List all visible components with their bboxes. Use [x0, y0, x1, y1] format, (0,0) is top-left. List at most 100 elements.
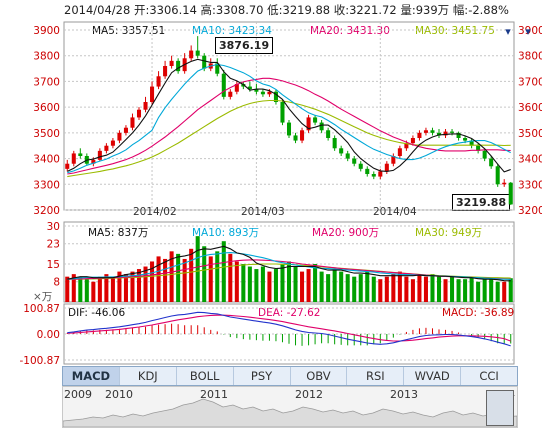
candle-body	[397, 148, 402, 156]
volume-bar	[410, 279, 415, 302]
date-label-mar: 2014/03	[241, 206, 285, 218]
volume-bar	[326, 274, 331, 302]
close-value: 3221.72	[349, 3, 397, 17]
price-ytick-right: 3800	[518, 51, 542, 63]
volume-bar	[65, 276, 70, 302]
candle-body	[450, 131, 455, 133]
macd-ytick: 0.00	[37, 329, 60, 341]
macd-dea-line	[67, 314, 511, 342]
tab-kdj[interactable]: KDJ	[120, 367, 177, 385]
navigator-sparkline	[63, 398, 517, 427]
volume-bar	[423, 276, 428, 302]
volume-bar	[163, 258, 168, 302]
tab-boll[interactable]: BOLL	[177, 367, 234, 385]
volume-bar	[502, 281, 507, 302]
volume-bar	[228, 253, 233, 302]
volume-bar	[156, 256, 161, 302]
volume-bar	[136, 269, 142, 302]
tab-macd[interactable]: MACD	[63, 367, 120, 385]
price-ma30-line	[67, 99, 511, 178]
volume-bar	[267, 271, 272, 302]
candle-body	[117, 132, 122, 141]
tab-psy[interactable]: PSY	[234, 367, 291, 385]
candle-body	[247, 86, 252, 90]
vol-ma20-legend: MA20: 900万	[312, 227, 380, 239]
tab-cci[interactable]: CCI	[479, 369, 499, 383]
tab-rsi[interactable]: RSI	[347, 367, 405, 385]
candle-body	[306, 117, 311, 131]
candle-body	[482, 150, 487, 159]
volume-bar	[371, 276, 376, 302]
candle-body	[410, 138, 415, 144]
volume-unit-label: ×万	[33, 291, 53, 303]
volume-bar	[456, 279, 461, 302]
price-ytick-right: 3500	[518, 128, 542, 140]
volume-bar	[241, 264, 246, 302]
macd-dea-legend: DEA: -27.62	[258, 307, 321, 319]
price-ytick-right: 3700	[518, 76, 542, 88]
volume-bar	[495, 281, 500, 302]
tab-obv[interactable]: OBV	[291, 367, 348, 385]
candle-body	[286, 122, 292, 136]
candle-body	[313, 117, 318, 123]
candle-body	[202, 55, 207, 69]
volume-bar	[176, 253, 181, 302]
volume-bar	[123, 274, 128, 302]
volume-bar	[365, 271, 370, 302]
volume-bar	[417, 274, 422, 302]
nav-year-2012: 2012	[295, 388, 323, 401]
tab-wvad[interactable]: WVAD	[404, 367, 462, 385]
volume-ytick: 23	[47, 239, 60, 251]
volume-bar	[391, 274, 396, 302]
candle-body	[391, 156, 396, 164]
macd-value-legend: MACD: -36.89	[442, 307, 515, 319]
volume-bar	[300, 271, 305, 302]
price-ma20-legend: MA20: 3431.30	[310, 25, 390, 37]
volume-bar	[436, 276, 442, 302]
candle-body	[417, 132, 422, 138]
candle-body	[508, 182, 513, 205]
price-ytick-right: 3400	[518, 154, 542, 166]
volume-bar	[286, 261, 292, 302]
volume-bar	[339, 271, 344, 302]
price-ytick-right: 3900	[518, 25, 542, 37]
candle-body	[339, 148, 344, 154]
range-navigator[interactable]: 2009 2010 2011 2012 2013 2014	[62, 386, 518, 428]
candle-body	[78, 153, 83, 156]
candle-body	[71, 153, 76, 164]
high-value: 3308.70	[215, 3, 264, 17]
volume-bar	[189, 248, 194, 302]
nav-year-2011: 2011	[200, 388, 228, 401]
candle-body	[319, 122, 324, 131]
date-label-apr: 2014/04	[373, 206, 417, 218]
candle-body	[110, 140, 115, 146]
volume-bar	[84, 279, 89, 302]
volume-bar	[306, 269, 311, 302]
volume-bar	[71, 274, 76, 302]
volume-bar	[313, 264, 318, 302]
candle-body	[254, 89, 259, 92]
candle-body	[404, 143, 409, 149]
volume-bar	[150, 261, 155, 302]
candle-body	[476, 145, 481, 151]
kline-chart: 3200 3200 3300 3300 3400 3400 3500 3500 3600 3600…	[19, 21, 542, 366]
scroll-marker-icon: ▾	[525, 25, 531, 38]
navigator-handle[interactable]	[486, 390, 514, 426]
candle-body	[104, 145, 109, 151]
volume-bar	[254, 269, 259, 302]
candle-body	[150, 86, 155, 102]
vol-ma5-legend: MA5: 837万	[88, 227, 149, 239]
min-price-annotation: 3219.88	[452, 194, 511, 211]
volume-bar	[443, 279, 448, 302]
open-label: 开:	[133, 3, 150, 17]
volume-bar	[234, 261, 239, 302]
price-ma30-legend: MA30: 3451.75	[415, 25, 495, 37]
candle-body	[489, 158, 494, 167]
volume-bar	[345, 274, 350, 302]
candle-body	[502, 182, 507, 185]
candle-body	[332, 138, 337, 149]
candle-body	[384, 163, 389, 172]
candle-body	[260, 91, 265, 95]
low-value: 3219.88	[282, 3, 331, 17]
price-ma5-legend: MA5: 3357.51	[92, 25, 166, 37]
